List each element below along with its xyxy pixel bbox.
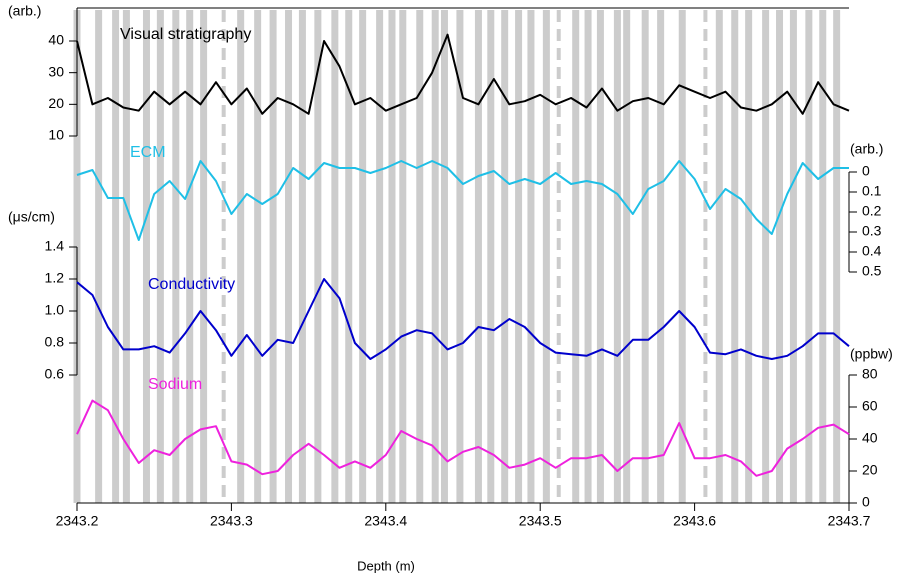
y-tick-label: 30 [48, 63, 64, 79]
x-tick-label: 2343.7 [828, 513, 871, 529]
y-tick-label: 1.2 [45, 270, 65, 286]
y-tick-label: 0 [862, 494, 870, 510]
y-tick-label: 1.4 [45, 238, 65, 254]
series-label: ECM [130, 144, 166, 161]
y-tick-label: 20 [862, 462, 878, 478]
y-tick-label: 20 [48, 95, 64, 111]
x-tick-label: 2343.2 [56, 513, 99, 529]
y-unit-label: (arb.) [850, 141, 883, 157]
x-tick-label: 2343.3 [210, 513, 253, 529]
series-line [76, 399, 850, 477]
x-tick-label: 2343.5 [519, 513, 562, 529]
y-tick-label: 0.6 [45, 366, 65, 382]
y-tick-label: 80 [862, 366, 878, 382]
y-unit-label: (ppbw) [850, 346, 893, 362]
y-tick-label: 0.1 [862, 183, 882, 199]
y-tick-label: 10 [48, 127, 64, 143]
series-line [76, 160, 849, 241]
x-tick-label: 2343.4 [364, 513, 407, 529]
y-tick-label: 1.0 [45, 302, 65, 318]
y-tick-label: 0.8 [45, 334, 65, 350]
y-tick-label: 0.3 [862, 223, 882, 239]
x-axis-label: Depth (m) [357, 558, 415, 573]
y-tick-label: 0 [862, 163, 870, 179]
y-unit-label: (arb.) [8, 3, 41, 19]
series-label: Conductivity [148, 276, 235, 293]
y-tick-label: 0.2 [862, 203, 882, 219]
series-line [76, 33, 850, 115]
x-tick-label: 2343.6 [673, 513, 716, 529]
y-tick-label: 40 [48, 32, 64, 48]
y-unit-label: (μs/cm) [8, 209, 55, 225]
y-tick-label: 0.4 [862, 243, 882, 259]
series-line [76, 278, 850, 360]
y-tick-label: 60 [862, 398, 878, 414]
y-tick-label: 40 [862, 430, 878, 446]
series-label: Visual stratigraphy [120, 26, 251, 43]
series-label: Sodium [148, 376, 202, 393]
y-tick-label: 0.5 [862, 263, 882, 279]
